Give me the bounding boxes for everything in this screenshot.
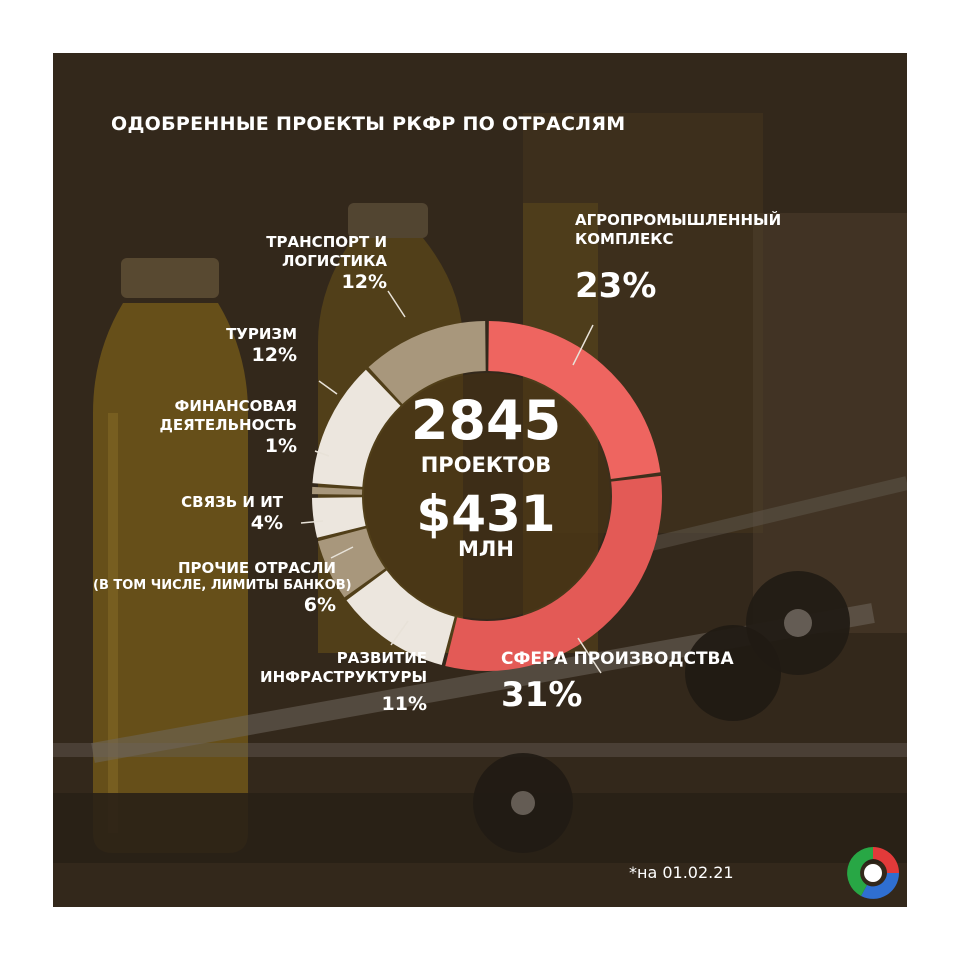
amount-value: $431 [416,485,556,543]
label-agro-name: АГРОПРОМЫШЛЕННЫЙ КОМПЛЕКС [575,211,782,248]
label-agro-pct: 23% [575,261,656,308]
background-photo [53,53,907,907]
label-other: ПРОЧИЕ ОТРАСЛИ (В ТОМ ЧИСЛЕ, ЛИМИТЫ БАНК… [93,559,352,618]
label-infrastructure-value: 11% [381,692,427,715]
donut-slice-1 [445,475,662,671]
leader-line-0 [572,324,594,366]
label-agro: АГРОПРОМЫШЛЕННЫЙ КОМПЛЕКС [575,211,781,249]
chart-title: ОДОБРЕННЫЕ ПРОЕКТЫ РКФР ПО ОТРАСЛЯМ [111,113,626,135]
leader-line-4 [300,520,324,524]
rkfr-logo-icon [847,847,899,899]
label-infrastructure: РАЗВИТИЕ ИНФРАСТРУКТУРЫ 11% [233,649,427,716]
label-production-value: 31% [501,675,583,716]
label-other-sub: (В ТОМ ЧИСЛЕ, ЛИМИТЫ БАНКОВ) [93,577,352,593]
label-other-name: ПРОЧИЕ ОТРАСЛИ [177,559,336,577]
leader-line-6 [318,380,338,395]
leader-line-1 [577,637,602,674]
label-production-name: СФЕРА ПРОИЗВОДСТВА [501,649,734,669]
label-production: СФЕРА ПРОИЗВОДСТВА 31% [501,649,734,717]
date-footnote: *на 01.02.21 [629,863,734,882]
label-transport: ТРАНСПОРТ И ЛОГИСТИКА 12% [203,233,387,294]
label-it-name: СВЯЗЬ И ИТ [181,493,283,511]
label-agro-value: 23% [575,266,657,306]
label-finance: ФИНАНСОВАЯ ДЕЯТЕЛЬНОСТЬ 1% [113,397,297,458]
label-tourism-name: ТУРИЗМ [226,325,297,343]
projects-label: ПРОЕКТОВ [420,453,552,477]
donut-center-disc [364,373,610,619]
leader-line-5 [314,450,330,457]
donut-slice-7 [368,321,486,404]
donut-slice-5 [312,486,363,495]
label-infrastructure-name: РАЗВИТИЕ ИНФРАСТРУКТУРЫ [260,649,427,686]
label-it: СВЯЗЬ И ИТ 4% [113,493,283,536]
projects-count: 2845 [410,389,562,452]
donut-chart [300,290,662,674]
donut-slice-4 [312,497,366,538]
donut-slice-3 [317,528,386,598]
leader-line-2 [390,620,409,646]
donut-slice-2 [346,570,455,666]
amount-label: МЛН [458,537,514,561]
donut-slice-6 [312,369,401,487]
leader-line-7 [387,290,406,318]
label-it-value: 4% [250,511,283,534]
label-tourism-value: 12% [251,343,297,366]
label-finance-name: ФИНАНСОВАЯ ДЕЯТЕЛЬНОСТЬ [159,397,297,434]
label-transport-name: ТРАНСПОРТ И ЛОГИСТИКА [266,233,387,270]
label-transport-value: 12% [341,270,387,293]
label-other-value: 6% [303,594,336,616]
label-finance-value: 1% [264,434,297,457]
leader-line-3 [330,546,354,559]
donut-slice-0 [488,321,661,480]
label-tourism: ТУРИЗМ 12% [173,325,297,368]
infographic-card: ОДОБРЕННЫЕ ПРОЕКТЫ РКФР ПО ОТРАСЛЯМ АГРО… [53,53,907,907]
